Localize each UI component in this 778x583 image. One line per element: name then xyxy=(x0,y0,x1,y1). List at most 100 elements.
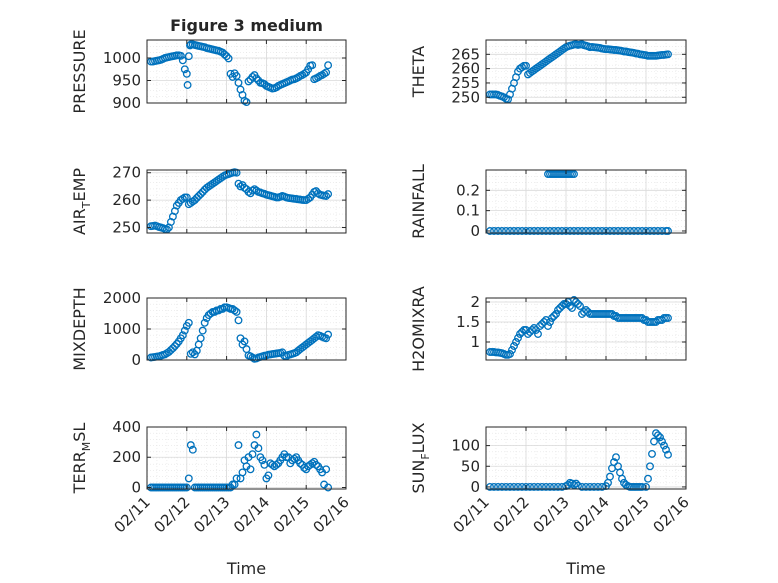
y-tick-label: 0 xyxy=(131,478,141,496)
data-point xyxy=(546,227,554,235)
data-point xyxy=(526,482,534,491)
markers-pressure xyxy=(147,40,333,107)
y-tick-label: 400 xyxy=(112,418,141,436)
data-point xyxy=(526,227,534,235)
data-point xyxy=(248,450,257,459)
data-point xyxy=(518,482,526,491)
subplot-air-temp: 250 260 270 AIRTEMP xyxy=(70,164,347,237)
data-point xyxy=(568,304,576,312)
data-point xyxy=(646,227,654,235)
data-point xyxy=(594,482,602,491)
y-tick-label: 260 xyxy=(451,60,480,78)
data-point xyxy=(546,318,554,326)
data-point xyxy=(510,342,518,350)
data-point xyxy=(630,227,638,235)
data-point xyxy=(530,227,538,235)
subplot-pressure: 900 950 1000 PRESSURE Figure 3 medium xyxy=(70,16,347,114)
data-point xyxy=(490,482,498,491)
data-point xyxy=(240,337,249,346)
data-point xyxy=(188,348,197,357)
data-point xyxy=(550,312,558,320)
data-point xyxy=(522,227,530,235)
data-point xyxy=(194,192,203,200)
data-point xyxy=(556,304,564,312)
data-point xyxy=(322,465,331,474)
y-tick-label: 50 xyxy=(461,457,480,475)
data-point xyxy=(558,227,566,235)
data-point xyxy=(490,227,498,235)
data-point xyxy=(608,310,616,318)
data-point xyxy=(590,482,598,491)
x-tick-label: 02/12 xyxy=(150,493,193,536)
y-axis-label-rest: SL xyxy=(70,423,89,442)
data-point xyxy=(606,227,614,235)
data-point xyxy=(522,482,530,491)
subplot-rainfall: 0 0.1 0.2 RAINFALL xyxy=(409,164,687,240)
y-axis-label-rest: LUX xyxy=(409,422,428,453)
data-point xyxy=(514,482,522,491)
data-point xyxy=(230,306,239,315)
data-point xyxy=(168,344,177,353)
y-tick-label: 1 xyxy=(470,333,480,351)
data-point xyxy=(538,227,546,235)
data-point xyxy=(552,310,560,318)
data-point xyxy=(532,326,540,334)
data-point xyxy=(258,456,267,465)
y-tick-label: 260 xyxy=(112,191,141,209)
axes-box xyxy=(146,169,347,234)
y-axis-label: SUNFLUX xyxy=(409,422,432,493)
y-tick-label: 255 xyxy=(451,74,480,92)
data-point xyxy=(522,61,530,70)
data-point xyxy=(664,227,672,235)
y-tick-label: 270 xyxy=(112,164,141,182)
data-point xyxy=(508,346,516,354)
data-point xyxy=(498,482,506,491)
data-point xyxy=(210,307,219,316)
data-point xyxy=(618,474,626,483)
y-axis-label: TERRMSL xyxy=(70,423,93,495)
data-point xyxy=(590,227,598,235)
data-point xyxy=(582,306,590,314)
data-point xyxy=(324,190,333,199)
data-point xyxy=(576,302,584,310)
data-point xyxy=(214,306,223,315)
data-point xyxy=(308,61,317,70)
data-point xyxy=(510,482,518,491)
data-point xyxy=(582,227,590,235)
data-point xyxy=(322,68,331,77)
data-point xyxy=(622,227,630,235)
data-point xyxy=(196,190,205,199)
data-point xyxy=(500,93,508,102)
data-point xyxy=(578,227,586,235)
data-point xyxy=(290,454,299,463)
data-point xyxy=(544,322,552,330)
data-point xyxy=(272,83,281,92)
data-point xyxy=(296,459,305,468)
data-point xyxy=(542,227,550,235)
data-point xyxy=(514,334,522,342)
markers-h2omixra xyxy=(486,296,672,359)
data-point xyxy=(494,482,502,491)
data-point xyxy=(184,52,193,61)
data-point xyxy=(182,483,191,492)
data-point xyxy=(222,52,231,61)
data-point xyxy=(198,187,207,196)
data-point xyxy=(502,227,510,235)
x-tick-label: 02/16 xyxy=(650,493,693,536)
axes-box xyxy=(485,169,687,234)
data-point xyxy=(638,314,646,322)
data-point xyxy=(534,227,542,235)
data-point xyxy=(324,61,333,70)
y-tick-label: 265 xyxy=(451,45,480,63)
y-tick-label: 0.2 xyxy=(456,181,480,199)
y-axis-label: THETA xyxy=(409,46,428,98)
data-point xyxy=(220,50,229,59)
data-point xyxy=(300,69,309,78)
data-point xyxy=(178,194,187,203)
axes-box xyxy=(146,426,347,490)
subplot-h2omixra: 1 1.5 2 H2OMIXRA xyxy=(409,286,687,372)
data-point xyxy=(180,326,189,335)
y-axis-label-main: AIR xyxy=(70,208,89,235)
data-point xyxy=(232,474,241,483)
data-point xyxy=(534,482,542,491)
